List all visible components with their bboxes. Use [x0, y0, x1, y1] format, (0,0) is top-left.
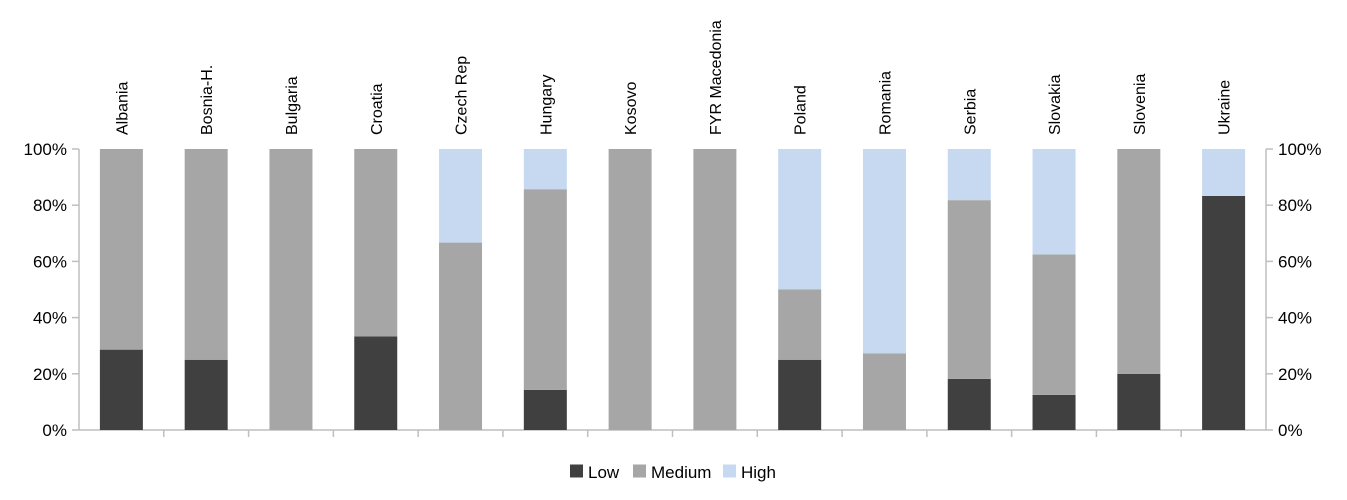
bar-segment-medium [523, 189, 567, 390]
right-y-tick-label: 40% [1278, 309, 1312, 328]
bar-segment-medium [1117, 149, 1161, 374]
category-label: Poland [793, 85, 810, 135]
bar-segment-high [523, 149, 567, 190]
legend-swatch [570, 464, 583, 478]
bar-segment-low [1032, 394, 1076, 430]
category-label: Hungary [538, 75, 555, 135]
category-label: Bosnia-H. [199, 65, 216, 135]
legend-label: Medium [651, 463, 711, 482]
bar-segment-medium [269, 149, 313, 430]
bar-segment-low [1202, 195, 1246, 430]
category-label: Croatia [369, 83, 386, 135]
category-label: Serbia [962, 89, 979, 135]
bar-segment-low [354, 336, 398, 430]
labels: 0% 0% 20% 20% 40% 40% 60% 60% 80% 80% 100% 100% Alba… [24, 20, 1322, 440]
bar-segment-medium [99, 149, 143, 350]
legend-item-medium: Medium [633, 463, 711, 482]
bar-segment-medium [354, 149, 398, 337]
bar-segment-high [439, 149, 483, 243]
bar-segment-low [99, 349, 143, 430]
bar-segment-low [947, 378, 991, 430]
bar-segment-high [778, 149, 822, 290]
legend-label: High [741, 463, 776, 482]
category-label: Romania [877, 71, 894, 135]
category-label: Ukraine [1217, 80, 1234, 135]
right-y-tick-label: 60% [1278, 252, 1312, 271]
bar-segment-low [1117, 373, 1161, 430]
category-label: FYR Macedonia [708, 20, 725, 135]
left-y-tick-label: 60% [33, 252, 67, 271]
legend-item-high: High [723, 463, 776, 482]
bar-segment-medium [693, 149, 737, 430]
bar-segment-medium [778, 289, 822, 360]
category-label: Slovenia [1132, 74, 1149, 135]
bar-segment-low [778, 359, 822, 430]
left-y-tick-label: 80% [33, 196, 67, 215]
bar-segment-low [184, 359, 228, 430]
axes [72, 148, 1273, 437]
left-y-tick-label: 40% [33, 309, 67, 328]
legend-label: Low [588, 463, 620, 482]
right-y-tick-label: 20% [1278, 365, 1312, 384]
legend-item-low: Low [570, 463, 620, 482]
bar-segment-medium [947, 200, 991, 379]
bars [99, 149, 1246, 430]
bar-segment-medium [1032, 254, 1076, 395]
legend-swatch [633, 464, 646, 478]
bar-segment-medium [184, 149, 228, 360]
legend-swatch [723, 464, 736, 478]
left-y-tick-label: 20% [33, 365, 67, 384]
category-label: Bulgaria [284, 76, 301, 135]
bar-segment-medium [608, 149, 652, 430]
bar-segment-medium [439, 242, 483, 430]
bar-segment-low [523, 389, 567, 430]
bar-segment-high [947, 149, 991, 201]
right-y-tick-label: 100% [1278, 140, 1321, 159]
left-y-tick-label: 0% [42, 421, 67, 440]
bar-segment-high [862, 149, 906, 354]
bar-segment-medium [862, 353, 906, 430]
right-y-tick-label: 0% [1278, 421, 1303, 440]
category-label: Czech Rep [454, 56, 471, 135]
right-y-tick-label: 80% [1278, 196, 1312, 215]
category-label: Kosovo [623, 82, 640, 135]
bar-segment-high [1032, 149, 1076, 255]
left-y-tick-label: 100% [24, 140, 67, 159]
bar-segment-high [1202, 149, 1246, 196]
legend: Low Medium High [570, 463, 776, 482]
category-label: Albania [114, 82, 131, 135]
category-label: Slovakia [1047, 74, 1064, 135]
